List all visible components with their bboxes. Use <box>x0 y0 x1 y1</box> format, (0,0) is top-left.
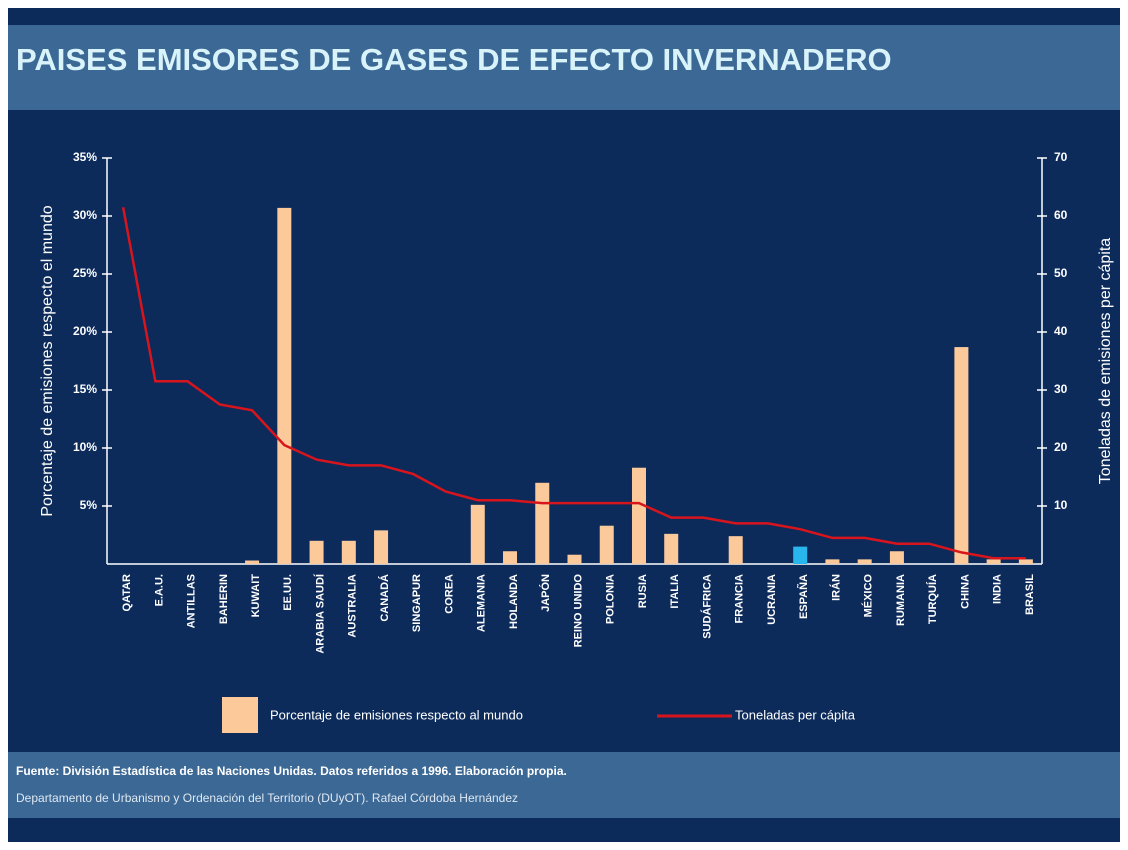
x-tick-label: COREA <box>443 574 455 614</box>
x-tick-label: FRANCIA <box>734 574 746 624</box>
x-tick-label: IRÁN <box>829 574 842 601</box>
y-tick-label: 15% <box>73 382 97 396</box>
bar <box>245 560 260 564</box>
legend-swatch <box>222 697 258 733</box>
y2-tick-label: 40 <box>1054 324 1068 338</box>
bar <box>631 467 646 564</box>
y-tick-label: 20% <box>73 324 97 338</box>
x-tick-label: SUDÁFRICA <box>700 574 713 639</box>
bar <box>470 504 485 564</box>
x-tick-label: POLONIA <box>605 574 617 624</box>
x-tick-label: HOLANDA <box>508 574 520 629</box>
bar <box>535 482 550 564</box>
x-tick-label: INDIA <box>992 574 1004 604</box>
bar <box>1018 559 1033 564</box>
x-tick-label: AUSTRALIA <box>347 574 359 638</box>
x-tick-label: QATAR <box>121 574 133 612</box>
credit-note: Departamento de Urbanismo y Ordenación d… <box>16 791 518 805</box>
background <box>8 8 1120 842</box>
bar <box>728 536 743 564</box>
y2-tick-label: 10 <box>1054 498 1068 512</box>
y-tick-label: 30% <box>73 208 97 222</box>
footer-band <box>8 752 1120 818</box>
bar <box>954 347 969 564</box>
x-tick-label: UCRANIA <box>766 574 778 625</box>
x-tick-label: JAPÓN <box>539 574 552 612</box>
x-tick-label: KUWAIT <box>250 574 262 618</box>
y2-tick-label: 20 <box>1054 440 1068 454</box>
x-tick-label: SINGAPUR <box>411 574 423 632</box>
x-tick-label: ANTILLAS <box>186 574 198 628</box>
bar <box>503 551 518 564</box>
y-tick-label: 25% <box>73 266 97 280</box>
line <box>121 207 1026 560</box>
legend-label: Porcentaje de emisiones respecto al mund… <box>270 707 523 722</box>
bar <box>986 559 1001 564</box>
bar <box>889 551 904 564</box>
chart-title: PAISES EMISORES DE GASES DE EFECTO INVER… <box>16 42 892 77</box>
x-tick-label: BAHERIN <box>218 574 230 624</box>
bar <box>793 546 808 564</box>
source-note: Fuente: División Estadística de las Naci… <box>16 764 567 778</box>
y2-tick-label: 30 <box>1054 382 1068 396</box>
y2-tick-label: 50 <box>1054 266 1068 280</box>
bar <box>825 559 840 564</box>
y2-axis-label: Toneladas de emisiones per cápita <box>1097 238 1114 484</box>
x-tick-label: E.A.U. <box>153 574 165 606</box>
y-tick-label: 5% <box>80 498 98 512</box>
x-tick-label: CANADÁ <box>378 574 391 622</box>
x-tick-label: CHINA <box>959 574 971 609</box>
bar <box>309 540 324 564</box>
y-axis-label: Porcentaje de emisiones respecto el mund… <box>39 205 56 516</box>
x-tick-label: EE.UU. <box>282 574 294 611</box>
bar <box>341 540 356 564</box>
bar <box>664 533 679 564</box>
x-tick-label: RUSIA <box>637 574 649 608</box>
bar <box>567 554 582 564</box>
x-tick-label: MÉXICO <box>862 574 875 618</box>
bar <box>277 207 292 564</box>
x-tick-label: ARABIA SAUDÍ <box>313 573 326 654</box>
bar <box>374 530 389 564</box>
x-tick-label: ITALIA <box>669 574 681 609</box>
x-tick-label: ALEMANIA <box>476 574 488 632</box>
y2-tick-label: 70 <box>1054 150 1068 164</box>
x-tick-label: ESPAÑA <box>797 574 810 619</box>
title-band <box>8 25 1120 110</box>
x-tick-label: TURQUÍA <box>926 574 939 624</box>
x-tick-label: BRASIL <box>1024 574 1036 615</box>
bar <box>857 559 872 564</box>
x-tick-label: REINO UNIDO <box>572 574 584 648</box>
legend-label: Toneladas per cápita <box>735 707 856 722</box>
bar <box>599 525 614 564</box>
y2-tick-label: 60 <box>1054 208 1068 222</box>
x-tick-label: RUMANIA <box>895 574 907 626</box>
y-tick-label: 35% <box>73 150 97 164</box>
y-tick-label: 10% <box>73 440 97 454</box>
